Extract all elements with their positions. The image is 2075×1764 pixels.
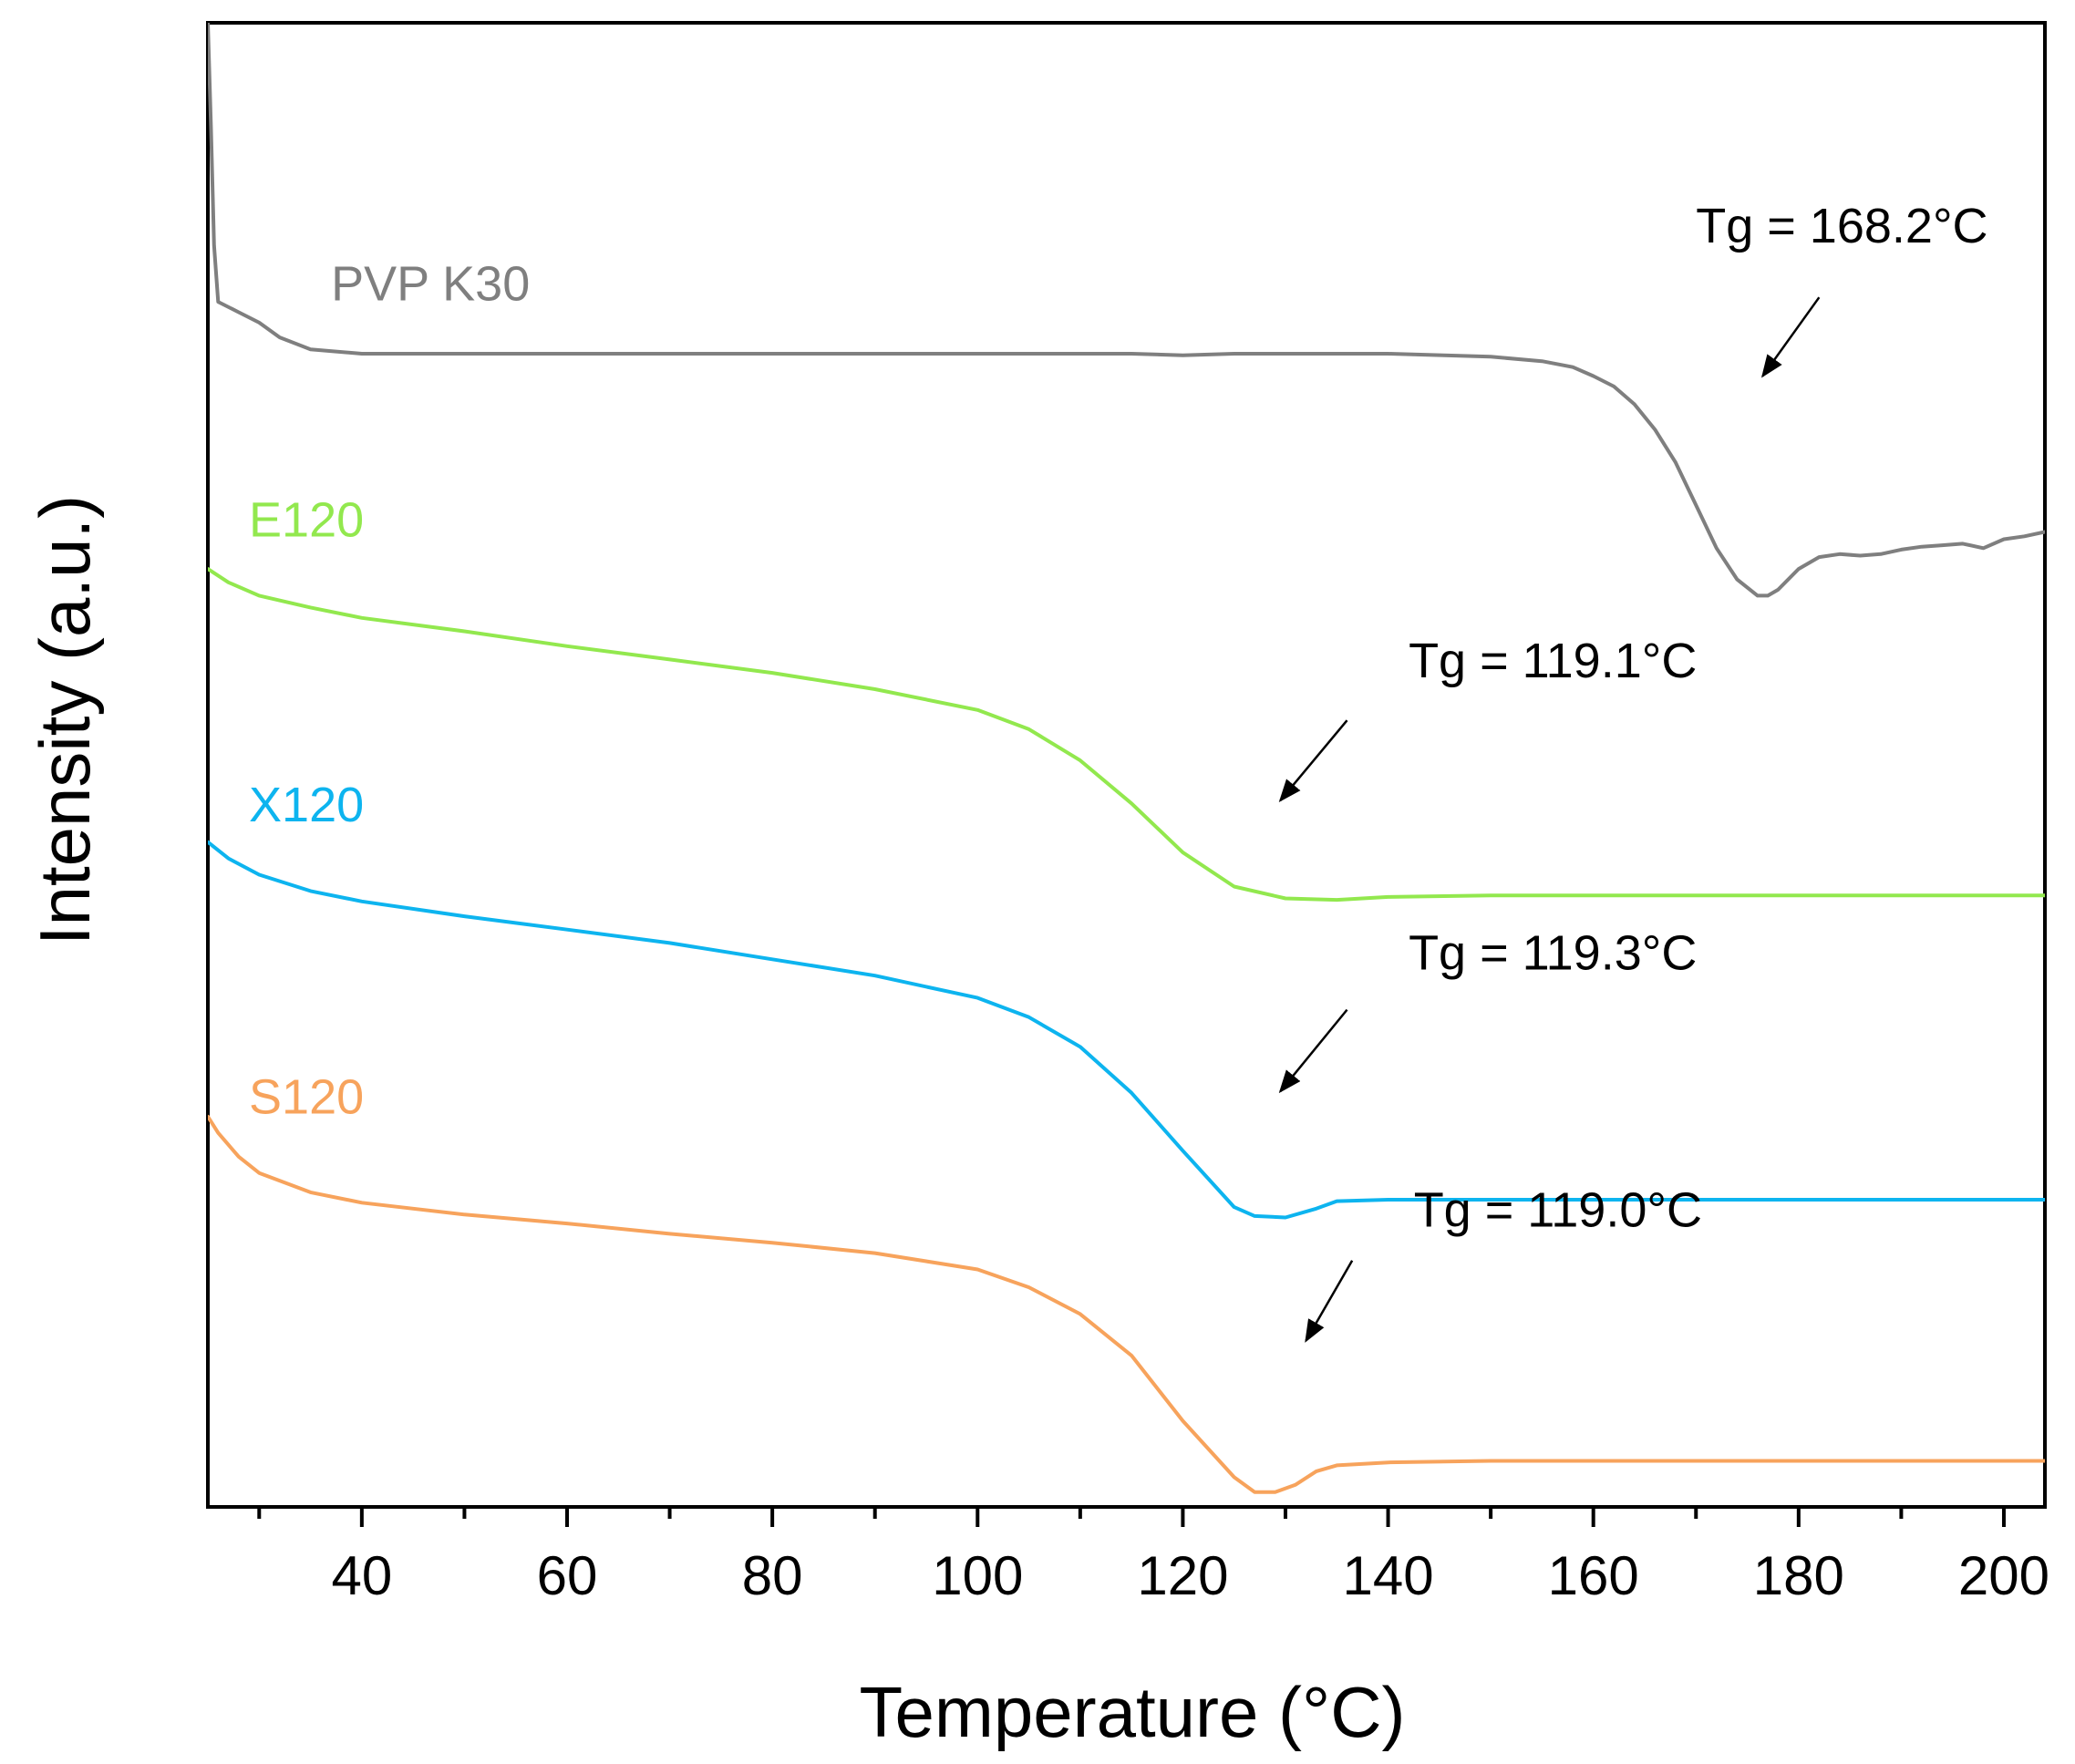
tg-annotation: Tg = 119.1°C xyxy=(1409,634,1697,688)
series-line-x120 xyxy=(208,840,2045,1220)
x-tick-label: 180 xyxy=(1753,1545,1844,1606)
series-line-s120 xyxy=(208,1114,2045,1494)
tg-annotation: Tg = 119.3°C xyxy=(1409,926,1697,981)
series-labels: PVP K30 E120 X120 S120 xyxy=(249,256,530,1124)
series-line-pvp-k30 xyxy=(208,23,2045,598)
tg-arrow xyxy=(1278,1008,1348,1094)
x-tick-label: 160 xyxy=(1548,1545,1639,1606)
x-axis-ticks: 40 60 80 100 120 140 160 180 200 xyxy=(257,1507,2049,1606)
annotations: Tg = 168.2°C Tg = 119.1°C Tg = 119.3°C Tg =… xyxy=(1278,199,1988,1343)
plot-frame xyxy=(206,21,2047,1509)
x-tick-label: 200 xyxy=(1958,1545,2049,1606)
x-tick-label: 140 xyxy=(1342,1545,1433,1606)
tg-arrow xyxy=(1278,719,1348,802)
series-label-pvp-k30: PVP K30 xyxy=(331,256,530,311)
x-tick-label: 40 xyxy=(331,1545,392,1606)
tg-annotation: Tg = 168.2°C xyxy=(1696,199,1987,253)
series-line-e120 xyxy=(208,567,2045,903)
tg-arrow xyxy=(1760,296,1821,378)
series-label-s120: S120 xyxy=(249,1070,364,1125)
x-tick-label: 120 xyxy=(1137,1545,1228,1606)
x-tick-label: 80 xyxy=(742,1545,803,1606)
x-tick-label: 60 xyxy=(537,1545,598,1606)
x-tick-label: 100 xyxy=(932,1545,1023,1606)
series-label-x120: X120 xyxy=(249,778,364,832)
series-layer xyxy=(208,23,2045,1494)
y-axis-title: Intensity (a.u.) xyxy=(25,495,105,945)
series-label-e120: E120 xyxy=(249,492,364,547)
tg-arrow xyxy=(1305,1260,1354,1343)
tg-annotation: Tg = 119.0°C xyxy=(1414,1182,1702,1237)
x-axis-title: Temperature (°C) xyxy=(859,1672,1405,1752)
